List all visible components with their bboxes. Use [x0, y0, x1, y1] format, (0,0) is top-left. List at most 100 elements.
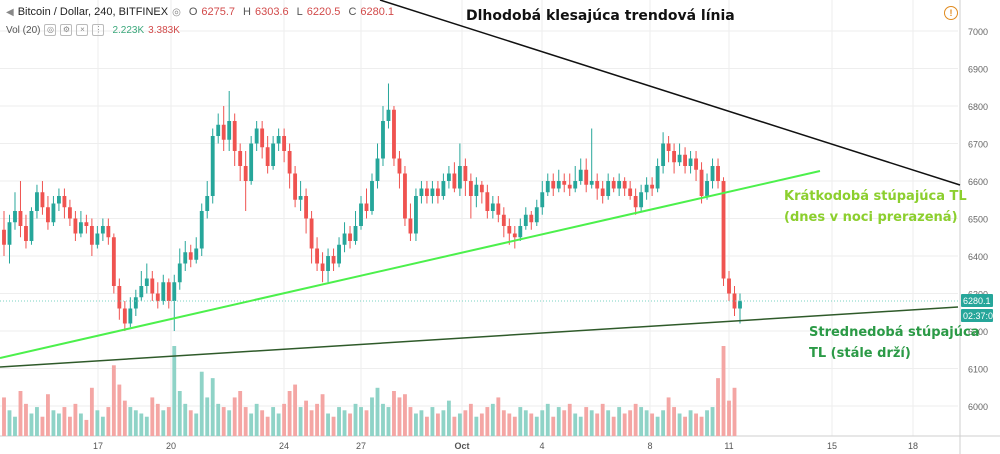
volume-bar — [661, 410, 666, 436]
candle-body — [243, 166, 248, 181]
candle-body — [512, 233, 517, 238]
settings-icon[interactable]: ⚙ — [60, 24, 73, 36]
candle-body — [177, 263, 182, 283]
candle-body — [567, 184, 572, 189]
candle-body — [534, 207, 539, 223]
volume-bar — [40, 416, 45, 436]
candle-body — [133, 297, 138, 309]
candle-body — [672, 151, 677, 163]
volume-bar — [172, 346, 177, 436]
candle-body — [276, 136, 281, 144]
volume-bar — [600, 403, 605, 436]
candle-body — [699, 169, 704, 196]
x-tick-label: 24 — [279, 441, 289, 451]
short-term-trendline — [0, 170, 821, 359]
volume-bar — [721, 346, 726, 436]
open-label: O — [188, 6, 198, 18]
volume-bar — [293, 384, 298, 436]
volume-header: Vol (20) ◎ ⚙ × ⋮ 2.223K 3.383K — [6, 24, 180, 36]
close-value: 6280.1 — [360, 6, 395, 18]
open-value: 6275.7 — [201, 6, 236, 18]
more-icon[interactable]: ⋮ — [92, 24, 105, 36]
candle-body — [375, 158, 380, 181]
candle-body — [540, 192, 545, 208]
mid-term-trendline-label: Strednedobá stúpajúca TL (stále drží) — [809, 322, 980, 364]
volume-bar — [29, 413, 34, 436]
alert-icon[interactable]: ! — [944, 6, 958, 20]
volume-bar — [589, 410, 594, 436]
high-value: 6303.6 — [255, 6, 289, 18]
volume-bar — [446, 400, 451, 436]
eye-icon[interactable]: ◎ — [44, 24, 57, 36]
mid-term-line1: Strednedobá stúpajúca — [809, 325, 980, 340]
volume-bar — [414, 413, 418, 436]
symbol-title: Bitcoin / Dollar, 240, BITFINEX — [17, 6, 169, 18]
candle-body — [370, 181, 374, 211]
close-icon[interactable]: × — [76, 24, 89, 36]
candle-body — [199, 211, 204, 249]
volume-bar — [628, 410, 633, 436]
volume-bar — [139, 413, 144, 436]
volume-bar — [617, 407, 622, 436]
volume-bar — [655, 416, 660, 436]
candle-body — [468, 181, 473, 196]
candle-body — [573, 181, 578, 189]
volume-bar — [57, 413, 61, 436]
candle-body — [194, 248, 199, 260]
candle-body — [29, 211, 34, 241]
x-tick-label: Oct — [454, 441, 469, 451]
candle-body — [205, 196, 210, 211]
candle-body — [326, 256, 330, 271]
x-tick-label: 27 — [356, 441, 366, 451]
volume-bar — [573, 413, 578, 436]
long-term-trendline — [379, 0, 961, 186]
candle-body — [298, 196, 303, 200]
candle-body — [490, 203, 495, 211]
volume-bar — [507, 413, 512, 436]
volume-bar — [556, 407, 561, 436]
collapse-icon[interactable]: ◀ — [6, 6, 14, 18]
x-tick-label: 18 — [908, 441, 918, 451]
volume-bar — [342, 410, 347, 436]
candle-body — [441, 181, 446, 196]
volume-bar — [243, 407, 248, 436]
volume-bar — [265, 416, 270, 436]
volume-bar — [177, 391, 182, 436]
candle-body — [479, 184, 484, 193]
candle-body — [633, 196, 638, 208]
volume-bar — [392, 391, 396, 436]
volume-bar — [639, 407, 644, 436]
candle-body — [474, 184, 479, 196]
candle-body — [529, 214, 534, 223]
volume-bar — [24, 403, 28, 436]
candle-body — [57, 196, 61, 204]
volume-bar — [62, 407, 67, 436]
candle-body — [24, 226, 28, 241]
volume-bar — [111, 365, 116, 436]
candle-body — [111, 237, 116, 286]
candle-body — [62, 196, 67, 208]
eye-icon[interactable]: ◎ — [172, 6, 181, 18]
volume-bar — [2, 397, 6, 436]
candle-body — [221, 124, 226, 140]
volume-bar — [622, 413, 627, 436]
candle-body — [452, 173, 457, 189]
volume-bar — [95, 410, 100, 436]
candle-body — [644, 184, 649, 193]
candle-body — [150, 278, 155, 294]
candle-body — [716, 166, 720, 181]
candle-body — [353, 226, 358, 241]
volume-bar — [73, 403, 78, 436]
volume-bar — [578, 416, 583, 436]
candle-body — [661, 143, 666, 166]
volume-bar — [381, 403, 385, 436]
candle-body — [139, 286, 144, 298]
candle-body — [414, 196, 418, 234]
volume-bar — [128, 407, 133, 436]
volume-bar — [501, 410, 506, 436]
candle-body — [578, 169, 583, 181]
candle-body — [304, 196, 309, 219]
candle-body — [67, 207, 72, 219]
candle-body — [342, 233, 347, 245]
